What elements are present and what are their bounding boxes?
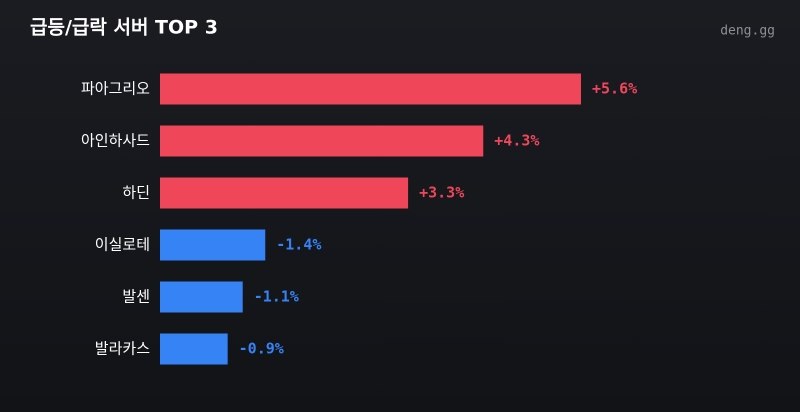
chart-title: 급등/급락 서버 TOP 3 <box>30 17 218 39</box>
category-label: 파아그리오 <box>81 80 150 98</box>
category-label: 아인하사드 <box>81 132 150 150</box>
bar <box>160 73 581 105</box>
value-label: -0.9% <box>239 340 284 358</box>
category-label: 발센 <box>122 288 150 306</box>
watermark: deng.gg <box>720 24 775 39</box>
category-label: 이실로테 <box>95 236 150 254</box>
bar <box>160 229 266 261</box>
value-label: +4.3% <box>494 132 539 150</box>
value-label: +5.6% <box>592 80 637 98</box>
bar <box>160 333 228 365</box>
bar <box>160 281 243 313</box>
category-label: 발라카스 <box>95 340 150 358</box>
value-label: -1.4% <box>276 236 321 254</box>
value-label: -1.1% <box>254 288 299 306</box>
bar <box>160 177 409 209</box>
category-label: 하딘 <box>122 184 150 202</box>
value-label: +3.3% <box>419 184 464 202</box>
bar <box>160 125 484 157</box>
